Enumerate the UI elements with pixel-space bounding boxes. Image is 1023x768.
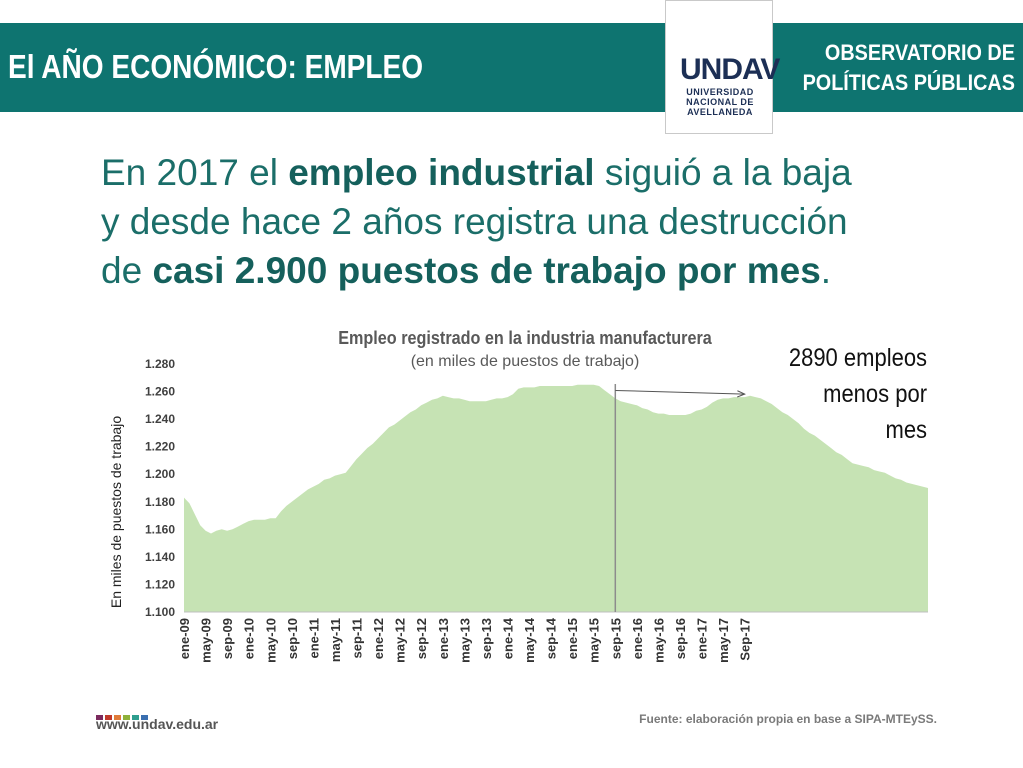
- x-tick-label: ene-17: [695, 618, 710, 659]
- x-tick-label: may-11: [328, 618, 343, 662]
- x-tick-label: sep-12: [414, 618, 429, 659]
- x-tick-label: may-14: [522, 617, 537, 663]
- headline-line-1: En 2017 el empleo industrial siguió a la…: [101, 152, 852, 193]
- x-tick-label: Sep-17: [738, 618, 753, 661]
- x-tick-label: ene-13: [436, 618, 451, 659]
- headline-line-2: y desde hace 2 años registra una destruc…: [101, 201, 848, 242]
- x-tick-label: ene-15: [565, 618, 580, 659]
- x-tick-label: may-10: [263, 618, 278, 663]
- x-tick-label: may-16: [651, 618, 666, 663]
- x-tick-label: may-09: [199, 618, 214, 663]
- brand-dot: [114, 715, 121, 720]
- x-tick-label: may-12: [393, 618, 408, 663]
- headline: En 2017 el empleo industrial siguió a la…: [101, 148, 981, 295]
- y-tick-label: 1.200: [145, 467, 175, 481]
- brand-dot: [132, 715, 139, 720]
- y-tick-label: 1.120: [145, 577, 175, 591]
- employment-area: [184, 384, 928, 612]
- trend-arrow-line: [615, 389, 745, 395]
- brand-dot: [105, 715, 112, 720]
- x-tick-label: ene-11: [306, 618, 321, 658]
- y-tick-label: 1.280: [145, 357, 175, 371]
- y-tick-label: 1.240: [145, 412, 175, 426]
- brand-color-dots: [96, 707, 150, 725]
- logo-line-1: UNIVERSIDAD: [686, 87, 754, 97]
- logo-line-2: NACIONAL DE: [686, 97, 754, 107]
- x-tick-label: sep-13: [479, 618, 494, 659]
- brand-dot: [141, 715, 148, 720]
- logo-caption: UNIVERSIDAD NACIONAL DE AVELLANEDA: [674, 87, 766, 117]
- logo-line-3: AVELLANEDA: [687, 107, 753, 117]
- website-link[interactable]: www.undav.edu.ar: [96, 716, 219, 732]
- trend-arrow-head: [737, 390, 746, 398]
- x-tick-label: may-15: [587, 618, 602, 663]
- x-tick-label: ene-09: [177, 618, 192, 659]
- x-tick-label: sep-16: [673, 618, 688, 659]
- headline-emphasis-1: empleo industrial: [288, 152, 595, 193]
- source-note: Fuente: elaboración propia en base a SIP…: [639, 712, 937, 726]
- annotation-line-1: 2890 empleos: [788, 344, 927, 372]
- x-tick-label: ene-12: [371, 618, 386, 659]
- brand-dot: [96, 715, 103, 720]
- page-title: El AÑO ECONÓMICO: EMPLEO: [8, 48, 424, 85]
- annotation-line-2: menos por: [823, 380, 927, 408]
- undav-logo[interactable]: UNDAV UNIVERSIDAD NACIONAL DE AVELLANEDA: [665, 0, 780, 134]
- x-tick-label: may-13: [457, 618, 472, 663]
- observatorio-line-2: POLÍTICAS PÚBLICAS: [802, 70, 1015, 95]
- x-tick-label: sep-14: [544, 617, 559, 659]
- annotation-text: 2890 empleos menos por mes: [789, 340, 927, 448]
- y-tick-label: 1.220: [145, 440, 175, 454]
- x-tick-label: may-17: [716, 618, 731, 663]
- y-tick-label: 1.160: [145, 522, 175, 536]
- y-tick-label: 1.100: [145, 605, 175, 619]
- x-tick-label: sep-10: [285, 618, 300, 659]
- header-bar: [0, 23, 1023, 112]
- x-tick-label: ene-16: [630, 618, 645, 659]
- x-tick-label: ene-10: [242, 618, 257, 659]
- y-tick-label: 1.140: [145, 550, 175, 564]
- headline-line-3: de casi 2.900 puestos de trabajo por mes…: [101, 250, 832, 291]
- y-tick-label: 1.180: [145, 495, 175, 509]
- chart-subtitle: (en miles de puestos de trabajo): [410, 353, 640, 370]
- x-tick-label: ene-14: [501, 617, 516, 659]
- x-tick-label: sep-09: [220, 618, 235, 659]
- annotation-line-3: mes: [885, 416, 927, 444]
- x-tick-label: sep-15: [608, 618, 623, 659]
- x-tick-label: sep-11: [350, 618, 365, 658]
- chart-title: Empleo registrado en la industria manufa…: [338, 328, 712, 348]
- observatorio-label: OBSERVATORIO DE POLÍTICAS PÚBLICAS: [803, 38, 1015, 98]
- headline-emphasis-2: casi 2.900 puestos de trabajo por mes: [152, 250, 821, 291]
- observatorio-line-1: OBSERVATORIO DE: [825, 40, 1015, 65]
- brand-dot: [123, 715, 130, 720]
- y-tick-label: 1.260: [145, 385, 175, 399]
- logo-mark: UNDAV: [680, 53, 780, 86]
